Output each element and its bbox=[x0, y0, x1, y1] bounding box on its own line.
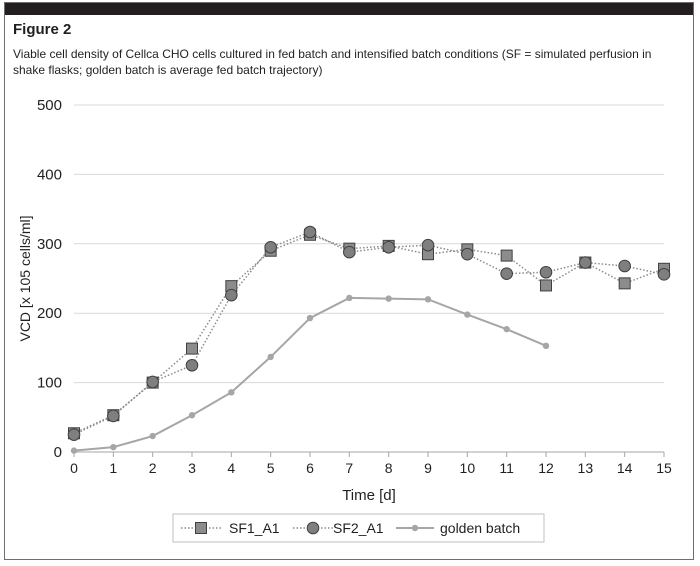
series-layer bbox=[67, 225, 671, 454]
x-axis-title: Time [d] bbox=[342, 487, 396, 504]
legend-label-golden-batch: golden batch bbox=[440, 520, 520, 536]
data-point-golden-batch bbox=[424, 296, 432, 303]
x-tick-label: 1 bbox=[109, 460, 117, 476]
x-tick-label: 12 bbox=[538, 460, 554, 476]
x-tick-label: 6 bbox=[306, 460, 314, 476]
figure-caption: Viable cell density of Cellca CHO cells … bbox=[13, 47, 652, 77]
data-point-sf2-a1 bbox=[225, 288, 238, 302]
data-point-sf1-a1 bbox=[540, 279, 552, 292]
y-tick-label: 400 bbox=[37, 166, 62, 183]
data-point-golden-batch bbox=[385, 295, 392, 302]
y-tick-label: 500 bbox=[37, 97, 62, 114]
x-tick-label: 15 bbox=[656, 460, 672, 476]
legend-label-sf1-a1: SF1_A1 bbox=[229, 520, 280, 536]
y-tick-label: 100 bbox=[37, 375, 62, 392]
header-bar bbox=[5, 3, 693, 15]
x-tick-label: 5 bbox=[267, 460, 275, 476]
x-tick-label: 10 bbox=[460, 460, 476, 476]
x-tick-label: 2 bbox=[149, 460, 157, 476]
data-point-sf2-a1 bbox=[303, 225, 317, 239]
legend-label-sf2-a1: SF2_A1 bbox=[333, 520, 384, 536]
series-sf2-a1 bbox=[67, 225, 671, 441]
x-tick-label: 8 bbox=[385, 460, 393, 476]
data-point-sf2-a1 bbox=[539, 265, 553, 279]
data-point-golden-batch bbox=[464, 311, 471, 318]
data-point-sf2-a1 bbox=[264, 240, 277, 254]
legend-box bbox=[172, 513, 545, 543]
legend-marker-sf1-a1 bbox=[195, 522, 207, 534]
data-point-sf1-a1 bbox=[618, 277, 631, 290]
data-point-sf2-a1 bbox=[657, 268, 671, 281]
data-point-sf1-a1 bbox=[500, 249, 513, 262]
x-tick-label: 3 bbox=[188, 460, 196, 476]
series-line-sf1-a1 bbox=[73, 233, 665, 434]
x-tick-label: 14 bbox=[617, 460, 633, 476]
data-point-sf2-a1 bbox=[500, 267, 513, 280]
data-point-golden-batch bbox=[542, 342, 550, 350]
data-point-golden-batch bbox=[188, 412, 196, 419]
x-tick-label: 13 bbox=[578, 460, 594, 476]
data-point-sf2-a1 bbox=[618, 259, 631, 273]
data-point-sf2-a1 bbox=[343, 245, 356, 259]
series-golden-batch bbox=[70, 294, 550, 454]
data-point-sf2-a1 bbox=[107, 409, 120, 423]
data-point-sf2-a1 bbox=[461, 247, 474, 261]
legend-layer: SF1_A1 SF2_A1 golden batch bbox=[172, 513, 545, 543]
x-tick-label: 4 bbox=[227, 460, 235, 476]
data-point-golden-batch bbox=[346, 294, 353, 302]
grid-layer bbox=[74, 104, 664, 384]
data-point-sf2-a1 bbox=[579, 256, 592, 269]
data-point-sf2-a1 bbox=[67, 428, 81, 441]
x-tick-label: 9 bbox=[424, 460, 432, 476]
data-point-golden-batch bbox=[503, 325, 510, 333]
figure-title: Figure 2 bbox=[13, 21, 72, 38]
data-point-golden-batch bbox=[70, 447, 78, 454]
y-tick-label: 0 bbox=[54, 444, 62, 461]
data-point-sf2-a1 bbox=[382, 240, 395, 254]
x-tick-label: 11 bbox=[499, 460, 514, 476]
x-tick-label: 0 bbox=[70, 460, 78, 476]
x-tick-label: 7 bbox=[345, 460, 353, 476]
data-point-sf2-a1 bbox=[421, 238, 435, 252]
series-line-sf2-a1 bbox=[73, 231, 665, 436]
data-point-sf2-a1 bbox=[146, 375, 159, 389]
data-point-golden-batch bbox=[267, 353, 274, 361]
legend-marker-golden-batch bbox=[411, 524, 419, 532]
data-point-golden-batch bbox=[110, 443, 117, 451]
y-tick-label: 300 bbox=[37, 236, 62, 253]
data-point-sf2-a1 bbox=[185, 358, 199, 372]
legend-marker-sf2-a1 bbox=[306, 521, 320, 535]
data-point-golden-batch bbox=[306, 314, 314, 322]
data-point-golden-batch bbox=[228, 389, 235, 396]
y-axis-title: VCD [x 105 cells/ml] bbox=[17, 215, 33, 341]
data-point-sf1-a1 bbox=[186, 342, 198, 355]
figure-frame: Figure 2 Viable cell density of Cellca C… bbox=[4, 2, 694, 560]
data-point-golden-batch bbox=[149, 432, 156, 440]
y-tick-label: 200 bbox=[37, 305, 62, 322]
